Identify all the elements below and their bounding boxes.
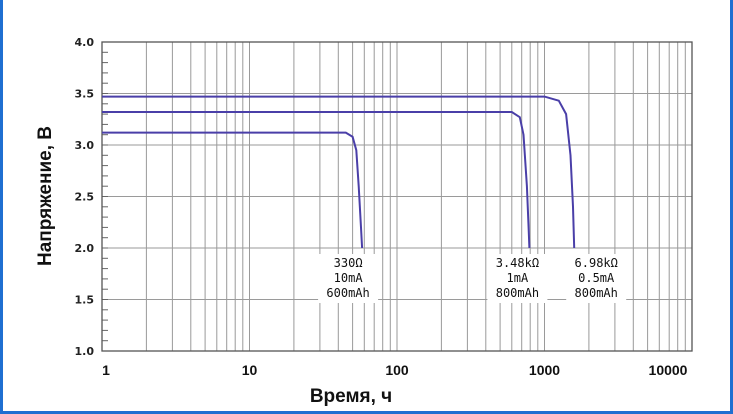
y-tick-label: 1.0	[75, 345, 95, 358]
x-tick-label: 100	[385, 362, 409, 378]
x-tick-label: 10	[242, 362, 258, 378]
grid	[102, 42, 692, 351]
y-tick-labels: 1.0 1.5 2.0 2.5 3.0 3.5 4.0	[75, 36, 95, 358]
x-tick-labels: 1 10 100 1000 10000	[102, 362, 688, 378]
series-label-1-line-1: 330Ω	[334, 256, 363, 270]
top-strip	[3, 0, 730, 8]
y-tick-label: 2.0	[75, 242, 95, 255]
x-tick-label: 10000	[649, 362, 688, 378]
series-line-2	[102, 111, 531, 249]
y-tick-label: 3.5	[75, 88, 95, 101]
series-label-1-line-3: 600mAh	[326, 286, 369, 300]
series-label-3-line-3: 800mAh	[575, 286, 618, 300]
series-label-3-line-2: 0.5mA	[578, 271, 615, 285]
y-axis-title: Напряжение, В	[35, 126, 56, 266]
series-label-2-line-1: 3.48kΩ	[496, 256, 539, 270]
plot-area-frame	[101, 41, 693, 352]
voltage-time-chart: 330Ω10mA600mAh3.48kΩ1mA800mAh6.98kΩ0.5mA…	[35, 36, 693, 407]
x-tick-label: 1	[102, 362, 110, 378]
series-label-bg-3	[566, 254, 627, 303]
series-line-3	[102, 95, 576, 249]
series-label-1-line-2: 10mA	[334, 271, 364, 285]
x-tick-label: 1000	[529, 362, 560, 378]
curves	[102, 95, 576, 249]
y-tick-label: 1.5	[75, 294, 95, 307]
series-label-3-line-1: 6.98kΩ	[575, 256, 618, 270]
series-label-2-line-2: 1mA	[507, 271, 529, 285]
y-tick-label: 2.5	[75, 191, 95, 204]
annotations: 330Ω10mA600mAh3.48kΩ1mA800mAh6.98kΩ0.5mA…	[318, 254, 627, 303]
series-label-bg-1	[318, 254, 379, 303]
minor-ticks	[102, 41, 108, 352]
series-label-bg-2	[487, 254, 548, 303]
y-tick-label: 4.0	[75, 36, 95, 49]
x-axis-title: Время, ч	[310, 386, 392, 407]
series-label-2-line-3: 800mAh	[496, 286, 539, 300]
series-line-1	[102, 131, 364, 249]
y-tick-label: 3.0	[75, 139, 95, 152]
